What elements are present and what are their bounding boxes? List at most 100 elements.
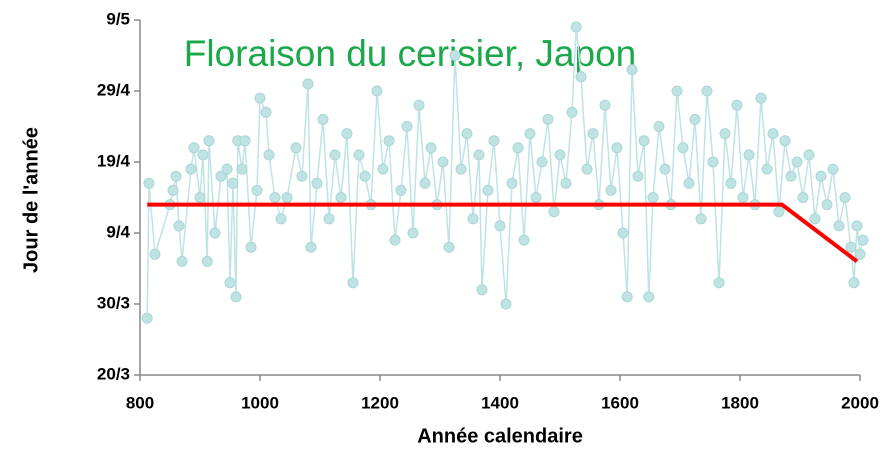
data-point bbox=[707, 156, 719, 168]
x-tick-label: 1200 bbox=[361, 393, 399, 412]
y-tick-label: 19/4 bbox=[97, 151, 131, 170]
y-tick-label: 29/4 bbox=[97, 80, 131, 99]
data-point bbox=[371, 85, 383, 97]
data-point bbox=[500, 298, 512, 310]
data-point bbox=[317, 113, 329, 125]
x-tick-label: 1400 bbox=[481, 393, 519, 412]
data-point bbox=[542, 113, 554, 125]
chart-title: Floraison du cerisier, Japon bbox=[184, 33, 636, 74]
data-point bbox=[359, 170, 371, 182]
data-point bbox=[224, 277, 236, 289]
data-point bbox=[305, 241, 317, 253]
data-point bbox=[425, 142, 437, 154]
data-point bbox=[506, 177, 518, 189]
data-point bbox=[854, 248, 866, 260]
data-point bbox=[341, 128, 353, 140]
data-point bbox=[335, 192, 347, 203]
x-axis-label: Année calendaire bbox=[417, 425, 583, 447]
data-point bbox=[767, 128, 779, 140]
x-tick-label: 1600 bbox=[601, 393, 639, 412]
data-point bbox=[647, 192, 659, 203]
data-point bbox=[455, 163, 467, 175]
data-point bbox=[188, 142, 200, 154]
data-point bbox=[203, 135, 215, 147]
data-point bbox=[449, 50, 461, 61]
data-point bbox=[260, 106, 272, 118]
data-point bbox=[296, 170, 308, 182]
data-point bbox=[677, 142, 689, 154]
data-point bbox=[575, 71, 587, 83]
data-point bbox=[167, 184, 179, 196]
data-point bbox=[209, 227, 221, 239]
data-point bbox=[761, 163, 773, 175]
data-point bbox=[395, 184, 407, 196]
data-point bbox=[269, 192, 281, 203]
data-point bbox=[653, 121, 665, 132]
trend-line bbox=[147, 202, 859, 263]
x-tick-label: 1000 bbox=[241, 393, 279, 412]
data-point bbox=[643, 291, 655, 303]
data-point bbox=[281, 192, 293, 203]
data-point bbox=[725, 177, 737, 189]
data-point bbox=[389, 234, 401, 246]
data-point bbox=[683, 177, 695, 189]
data-point bbox=[587, 128, 599, 140]
data-point bbox=[353, 149, 365, 161]
x-tick-label: 2000 bbox=[841, 393, 879, 412]
data-point bbox=[839, 192, 851, 203]
data-point bbox=[701, 85, 713, 97]
data-point bbox=[536, 156, 548, 168]
data-point bbox=[719, 128, 731, 140]
data-point bbox=[254, 92, 266, 104]
data-point bbox=[149, 248, 161, 260]
data-point bbox=[566, 106, 578, 118]
data-point bbox=[383, 135, 395, 147]
data-point bbox=[176, 255, 188, 267]
data-point bbox=[689, 113, 701, 125]
data-point bbox=[230, 291, 242, 303]
data-point bbox=[143, 177, 155, 189]
data-point bbox=[755, 92, 767, 104]
data-point bbox=[290, 142, 302, 154]
x-tick-label: 800 bbox=[126, 393, 154, 412]
y-tick-label: 20/3 bbox=[97, 364, 130, 383]
data-point bbox=[779, 135, 791, 147]
data-point bbox=[713, 277, 725, 289]
data-point bbox=[512, 142, 524, 154]
data-point bbox=[617, 227, 629, 239]
data-point bbox=[530, 192, 542, 203]
data-point bbox=[632, 170, 644, 182]
data-point bbox=[815, 170, 827, 182]
data-point bbox=[185, 163, 197, 175]
data-point bbox=[845, 241, 857, 253]
data-point bbox=[311, 177, 323, 189]
data-point bbox=[413, 99, 425, 111]
data-point bbox=[227, 177, 239, 189]
data-point bbox=[848, 277, 860, 289]
data-point bbox=[221, 163, 233, 175]
data-point bbox=[170, 170, 182, 182]
data-point bbox=[173, 220, 185, 232]
data-point bbox=[785, 170, 797, 182]
data-point bbox=[560, 177, 572, 189]
data-point bbox=[548, 206, 560, 218]
data-point bbox=[827, 163, 839, 175]
data-point bbox=[803, 149, 815, 161]
plot-area bbox=[141, 21, 869, 324]
data-point bbox=[809, 213, 821, 225]
y-tick-label: 30/3 bbox=[97, 293, 130, 312]
data-point bbox=[461, 128, 473, 140]
data-point bbox=[437, 156, 449, 168]
data-point bbox=[401, 121, 413, 132]
data-point bbox=[621, 291, 633, 303]
data-point bbox=[473, 149, 485, 161]
data-point bbox=[524, 128, 536, 140]
data-point bbox=[467, 213, 479, 225]
data-point bbox=[443, 241, 455, 253]
data-point bbox=[791, 156, 803, 168]
data-point bbox=[201, 255, 213, 267]
data-point bbox=[251, 184, 263, 196]
data-point bbox=[737, 192, 749, 203]
data-point bbox=[302, 78, 314, 90]
